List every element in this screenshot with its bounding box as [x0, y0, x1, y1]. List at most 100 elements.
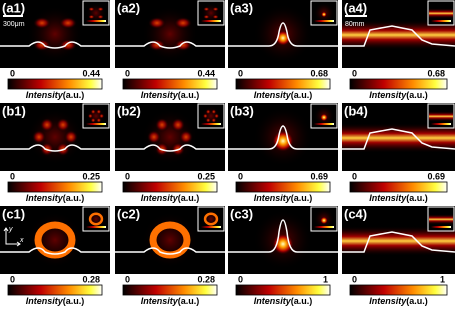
- colorbar-title: Intensity(a.u.): [369, 193, 428, 203]
- colorbar-title: Intensity(a.u.): [26, 90, 85, 100]
- halo: [142, 212, 198, 268]
- colorbar-title: Intensity(a.u.): [26, 193, 85, 203]
- profile-line: [0, 41, 110, 49]
- band: [429, 214, 453, 225]
- band: [429, 8, 453, 19]
- colorbar-min: 0: [125, 274, 130, 284]
- profile-line: [342, 231, 455, 253]
- intensity-label: Intensity: [369, 193, 407, 203]
- inset-image: [429, 208, 453, 230]
- panel: (b4) 0 0.69 Intensity(a.u.): [342, 103, 455, 203]
- panel: (c3) 0 1 Intensity(a.u.): [228, 206, 338, 306]
- inset-colorbar: [201, 20, 221, 22]
- colorbar-max: 0.28: [82, 274, 100, 284]
- panel: (a2) 0 0.44 Intensity(a.u.): [115, 0, 225, 100]
- inset-colorbar: [314, 20, 334, 22]
- lobe: [59, 39, 77, 51]
- inset-image: [199, 208, 223, 230]
- scale-bar-label: 300μm: [3, 21, 25, 28]
- inset-colorbar: [314, 123, 334, 125]
- inset-colorbar: [201, 226, 221, 228]
- spot: [147, 130, 161, 144]
- colorbar: [235, 181, 331, 193]
- profile-line: [115, 41, 225, 49]
- inset-colorbar: [314, 226, 334, 228]
- profile-line: [342, 128, 455, 150]
- spot: [99, 113, 105, 119]
- panel-label: (b3): [230, 103, 254, 118]
- colorbar-max: 0.28: [197, 274, 215, 284]
- ring: [34, 221, 76, 259]
- spot: [214, 113, 220, 119]
- colorbar-max: 0.68: [310, 68, 328, 78]
- panel-label: (a3): [230, 0, 253, 15]
- unit-label: (a.u.): [291, 296, 313, 306]
- colorbar-max: 0.25: [197, 171, 215, 181]
- band: [429, 111, 453, 122]
- colorbar-min: 0: [10, 68, 15, 78]
- colorbar: [235, 78, 331, 90]
- inset-image: [312, 105, 336, 127]
- inset-colorbar: [86, 123, 106, 125]
- lobe: [148, 39, 166, 51]
- colorbar-min: 0: [352, 274, 357, 284]
- spot: [320, 113, 328, 122]
- lobe: [97, 7, 104, 12]
- halo: [142, 6, 198, 62]
- colorbar-min: 0: [10, 274, 15, 284]
- colorbar-title: Intensity(a.u.): [26, 296, 85, 306]
- colorbar-title: Intensity(a.u.): [254, 90, 313, 100]
- halo: [27, 212, 83, 268]
- colorbar-min: 0: [352, 68, 357, 78]
- unit-label: (a.u.): [406, 90, 428, 100]
- unit-label: (a.u.): [63, 90, 85, 100]
- inset-colorbar: [431, 123, 451, 125]
- profile-line: [228, 219, 338, 253]
- lobe: [174, 39, 192, 51]
- unit-label: (a.u.): [178, 90, 200, 100]
- panel: (a4) 0 0.68 Intensity(a.u.): [342, 0, 455, 100]
- unit-label: (a.u.): [178, 193, 200, 203]
- panel: (a1) 0 0.44 Intensity(a.u.): [0, 0, 110, 100]
- spot: [96, 109, 102, 115]
- spot: [205, 117, 211, 123]
- colorbar-max: 0.44: [82, 68, 100, 78]
- unit-label: (a.u.): [63, 296, 85, 306]
- colorbar-max: 0.44: [197, 68, 215, 78]
- intensity-label: Intensity: [369, 90, 407, 100]
- panel: (b2) 0 0.25 Intensity(a.u.): [115, 103, 225, 203]
- intensity-label: Intensity: [26, 90, 64, 100]
- unit-label: (a.u.): [291, 90, 313, 100]
- inset-image: [429, 105, 453, 127]
- lobe: [212, 7, 219, 12]
- spot: [155, 117, 169, 132]
- colorbar-max: 0.25: [82, 171, 100, 181]
- profile-line: [115, 144, 225, 152]
- lobe: [212, 14, 219, 19]
- unit-label: (a.u.): [291, 193, 313, 203]
- colorbar-title: Intensity(a.u.): [254, 193, 313, 203]
- unit-label: (a.u.): [406, 296, 428, 306]
- panel-label: (c4): [344, 206, 367, 221]
- profile-line: [0, 247, 110, 255]
- spot: [272, 130, 294, 152]
- spot: [320, 216, 328, 225]
- colorbar-min: 0: [10, 171, 15, 181]
- spot: [56, 117, 70, 132]
- profile-line: [228, 125, 338, 150]
- intensity-label: Intensity: [141, 193, 179, 203]
- halo: [86, 209, 106, 229]
- panel: (c4) 0 1 Intensity(a.u.): [342, 206, 455, 306]
- spot: [96, 117, 102, 123]
- spot: [211, 117, 217, 123]
- panel: (a3) 0 0.68 Intensity(a.u.): [228, 0, 338, 100]
- lobe: [33, 39, 51, 51]
- colorbar-title: Intensity(a.u.): [254, 296, 313, 306]
- colorbar-min: 0: [238, 274, 243, 284]
- spot: [202, 113, 208, 119]
- scale-bar: [3, 15, 23, 17]
- lobe: [174, 17, 192, 29]
- inset-colorbar: [86, 20, 106, 22]
- spot: [272, 233, 294, 255]
- spot: [40, 117, 54, 132]
